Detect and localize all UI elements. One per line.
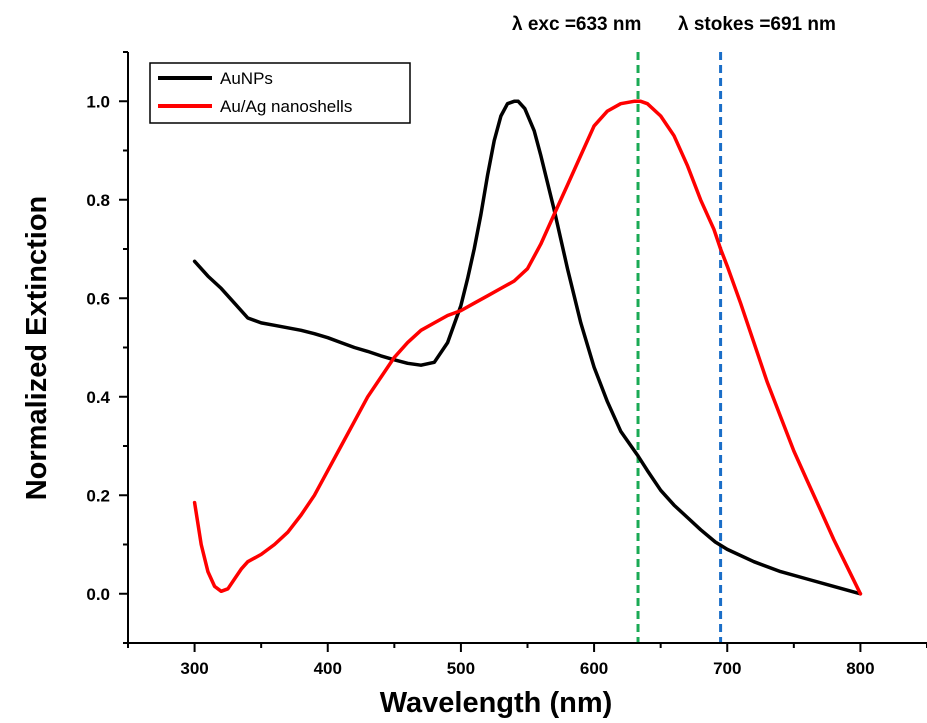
series-lines bbox=[192, 99, 863, 596]
x-tick-label: 500 bbox=[447, 659, 475, 678]
legend: AuNPs Au/Ag nanoshells bbox=[149, 62, 411, 124]
legend-label: AuNPs bbox=[220, 69, 273, 88]
axes: 300 400 500 600 700 800 0.0 0.2 0.4 0.6 0.8 1.0 bbox=[86, 51, 927, 678]
excitation-annotation: λ exc =633 nm bbox=[512, 14, 641, 35]
reference-lines bbox=[636, 52, 723, 643]
x-tick-label: 600 bbox=[580, 659, 608, 678]
series-line-aunps bbox=[192, 99, 863, 596]
y-tick-label: 0.6 bbox=[86, 289, 110, 308]
legend-box bbox=[149, 62, 411, 124]
x-tick-label: 800 bbox=[846, 659, 874, 678]
y-tick-label: 0.8 bbox=[86, 191, 110, 210]
stokes-annotation: λ stokes =691 nm bbox=[678, 14, 836, 35]
y-axis-label: Normalized Extinction bbox=[21, 196, 53, 501]
x-axis-label: Wavelength (nm) bbox=[380, 687, 613, 719]
y-tick-label: 1.0 bbox=[86, 92, 110, 111]
series-line-nanoshells bbox=[192, 99, 863, 596]
x-tick-label: 300 bbox=[180, 659, 208, 678]
x-tick-label: 400 bbox=[314, 659, 342, 678]
y-tick-label: 0.2 bbox=[86, 486, 110, 505]
legend-label: Au/Ag nanoshells bbox=[220, 97, 352, 116]
y-tick-label: 0.0 bbox=[86, 585, 110, 604]
x-tick-label: 700 bbox=[713, 659, 741, 678]
y-tick-label: 0.4 bbox=[86, 388, 110, 407]
